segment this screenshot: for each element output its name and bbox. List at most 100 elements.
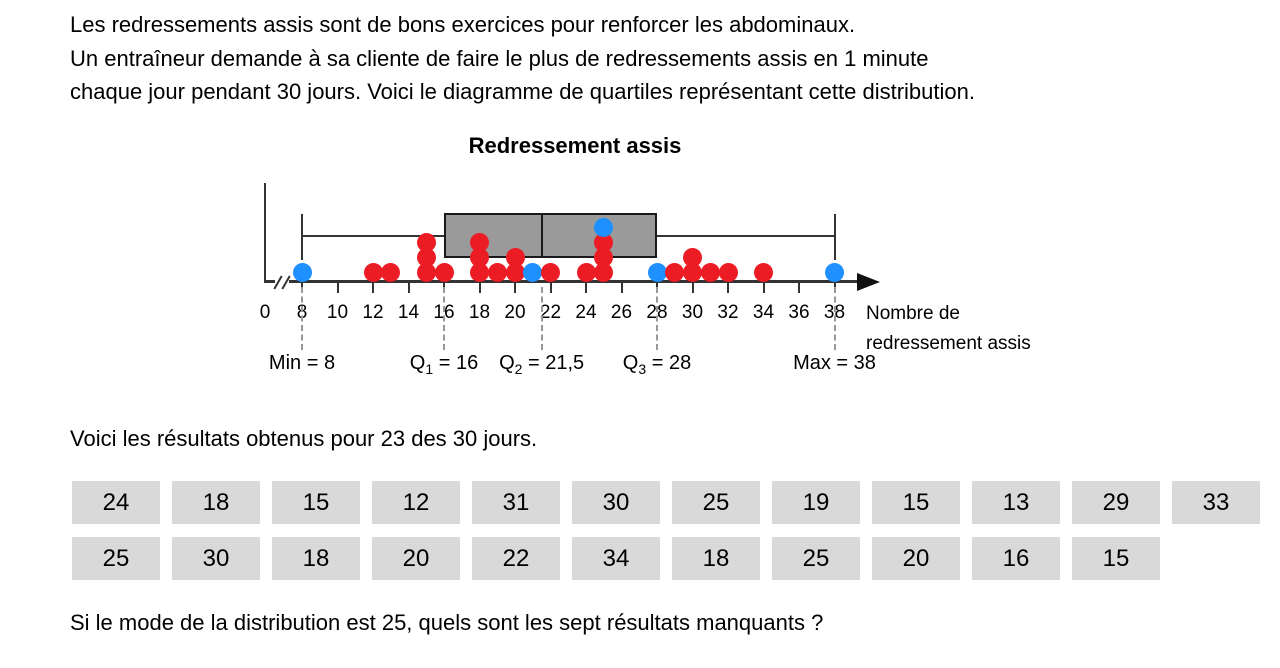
- intro-paragraph: Les redressements assis sont de bons exe…: [70, 8, 975, 109]
- data-dot-red: [381, 262, 401, 282]
- data-dot-blue: [647, 262, 667, 282]
- whisker-line-left: [302, 235, 444, 237]
- data-dot-red: [754, 262, 773, 282]
- result-cell: 15: [1072, 537, 1160, 580]
- intro-line: Un entraîneur demande à sa cliente de fa…: [70, 45, 929, 71]
- stat-label: Q3 = 28: [622, 352, 692, 377]
- axis-tick-label: 36: [788, 302, 810, 323]
- data-dot-red: [416, 232, 436, 252]
- results-row-2: 25 30 18 20 22 34 18 25 20 16 15: [72, 537, 1172, 580]
- axis-tick: [407, 283, 410, 293]
- data-dot-red: [594, 262, 614, 282]
- result-cell: 15: [272, 481, 360, 524]
- data-dot-blue: [825, 262, 844, 282]
- data-dot-red: [416, 247, 436, 267]
- axis-tick: [762, 283, 765, 293]
- chart-title: Redressement assis: [468, 133, 682, 158]
- result-cell: 30: [172, 537, 260, 580]
- axis-arrow-icon: [857, 273, 880, 291]
- axis-tick-label: 18: [468, 302, 491, 323]
- axis-tick: [620, 283, 623, 293]
- question-text: Si le mode de la distribution est 25, qu…: [70, 610, 824, 635]
- whisker-cap-left: [301, 214, 303, 260]
- result-cell: 33: [1172, 481, 1260, 524]
- result-cell: 18: [272, 537, 360, 580]
- data-dot-red: [505, 262, 525, 282]
- axis-tick: [514, 283, 516, 293]
- stat-label: Q1 = 16: [409, 352, 479, 377]
- stat-label: Min = 8: [268, 352, 336, 374]
- data-dot-red: [541, 262, 560, 282]
- axis-break-gap: [275, 277, 289, 287]
- stat-dashed-line: [443, 287, 445, 350]
- axis-tick-label: 0: [259, 302, 271, 323]
- result-cell: 30: [572, 481, 660, 524]
- data-dot-blue: [523, 262, 543, 282]
- whisker-cap-right: [833, 214, 836, 260]
- axis-tick: [585, 283, 587, 293]
- axis-tick-label: 14: [397, 302, 420, 323]
- data-dot-red: [594, 232, 614, 252]
- x-axis-name-line1: Nombre de: [866, 303, 960, 324]
- result-cell: 18: [672, 537, 760, 580]
- data-dot-red: [594, 247, 614, 267]
- axis-tick-label: 24: [575, 302, 597, 323]
- data-dot-red: [487, 262, 507, 282]
- axis-tick: [336, 283, 339, 293]
- x-axis-name-line2: redressement assis: [866, 333, 1031, 354]
- axis-tick-label: 22: [539, 302, 562, 323]
- data-dot-red: [470, 247, 489, 267]
- result-cell: 12: [372, 481, 460, 524]
- stat-dashed-line: [301, 287, 303, 350]
- stat-dashed-line: [540, 287, 543, 350]
- stat-dashed-line: [833, 287, 836, 350]
- result-cell: 29: [1072, 481, 1160, 524]
- axis-tick-label: 10: [326, 302, 349, 323]
- data-dot-red: [700, 262, 720, 282]
- result-cell: 25: [672, 481, 760, 524]
- data-dot-blue: [292, 262, 312, 282]
- axis-tick: [691, 283, 694, 293]
- axis-tick-label: 34: [752, 302, 775, 323]
- axis-tick: [549, 283, 552, 293]
- intro-line: chaque jour pendant 30 jours. Voici le d…: [70, 79, 975, 104]
- results-intro-text: Voici les résultats obtenus pour 23 des …: [70, 426, 538, 451]
- stat-label: Max = 38: [793, 352, 876, 374]
- result-cell: 25: [772, 537, 860, 580]
- result-cell: 20: [872, 537, 960, 580]
- intro-line: Les redressements assis sont de bons exe…: [70, 12, 856, 37]
- result-cell: 16: [972, 537, 1060, 580]
- axis-tick-label: 20: [504, 302, 526, 323]
- y-axis-line: [264, 183, 266, 283]
- axis-tick-label: 32: [717, 302, 739, 323]
- axis-tick: [798, 283, 800, 293]
- data-dot-red: [470, 262, 489, 282]
- axis-tick-label: 30: [681, 302, 704, 323]
- data-dot-red: [363, 262, 383, 282]
- result-cell: 34: [572, 537, 660, 580]
- whisker-line-right: [657, 235, 835, 237]
- boxplot-figure: Redressement assis Nombre de redressemen…: [259, 133, 1031, 377]
- result-cell: 13: [972, 481, 1060, 524]
- x-axis-line: [264, 280, 860, 283]
- axis-tick-label: 26: [610, 302, 633, 323]
- result-cell: 22: [472, 537, 560, 580]
- data-dot-red: [665, 262, 685, 282]
- result-cell: 24: [72, 481, 160, 524]
- data-dot-red: [718, 262, 738, 282]
- data-dot-red: [434, 262, 454, 282]
- data-dot-red: [683, 247, 702, 267]
- axis-tick: [372, 283, 374, 293]
- stat-label: Q2 = 21,5: [499, 352, 585, 377]
- axis-tick: [727, 283, 729, 293]
- results-row-1: 24 18 15 12 31 30 25 19 15 13 29 33: [72, 481, 1272, 524]
- median-line: [540, 213, 543, 258]
- result-cell: 25: [72, 537, 160, 580]
- axis-tick-label: 12: [362, 302, 384, 323]
- result-cell: 19: [772, 481, 860, 524]
- result-cell: 31: [472, 481, 560, 524]
- result-cell: 20: [372, 537, 460, 580]
- data-dot-blue: [594, 217, 614, 237]
- data-dot-red: [683, 262, 702, 282]
- data-dot-red: [416, 262, 436, 282]
